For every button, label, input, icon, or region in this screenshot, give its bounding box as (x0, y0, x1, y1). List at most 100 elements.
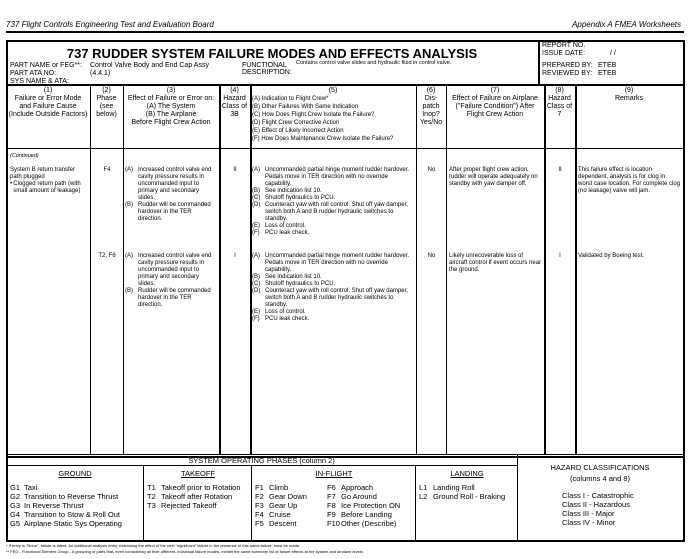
header-left: 737 Flight Controls Engineering Test and… (6, 20, 214, 29)
takeoff-title: TAKEOFF (180, 469, 216, 478)
hazard-list: Class I - Catastrophic Class II - Hazardo… (562, 491, 634, 527)
column-5-item: (F) How Does Maintenance Crew Isolate th… (252, 136, 394, 142)
phase-item: F9 Before Landing (327, 510, 392, 519)
column-5-item: (C) How Does Flight Crew Isolate the Fai… (252, 112, 375, 118)
effect-cell: Likely unrecoverable loss of aircraft co… (449, 253, 542, 273)
column-5-item: (D) Flight Crew Corrective Action (252, 120, 340, 126)
landing-title: LANDING (450, 469, 484, 478)
failure-cause: • Clogged return path (with small amount … (10, 181, 81, 194)
list-item: (D) Counteract yaw with roll control. Shu… (252, 202, 408, 222)
hazard8-cell: I (559, 253, 561, 259)
column-header-2: (2) Phase (see below) (96, 87, 117, 118)
footnotes: * If entry is "None", failure is latent.… (6, 543, 364, 555)
page-title: 737 RUDDER SYSTEM FAILURE MODES AND EFFE… (66, 46, 478, 61)
phase-item: F3 Gear Up (255, 501, 298, 510)
column-5-item: (E) Effect of Likely Incorrect Action (252, 128, 344, 134)
phase-item: G1 Taxi (10, 483, 38, 492)
footnote-1: * If entry is "None", failure is latent.… (6, 543, 301, 548)
remarks-cell: Validated by Boeing test. (578, 253, 644, 259)
list-item: (B) See indication list 10. (252, 274, 322, 280)
phase-ground: GROUND G1 Taxi G2 Transition to Reverse Thru… (10, 469, 140, 528)
phase-item: G2 Transition to Reverse Thrust (10, 492, 119, 501)
list-item: (B) See indication list 10. (252, 188, 322, 194)
hazard-class: Class IV - Minor (562, 518, 616, 527)
issue-date-label: ISSUE DATE: (542, 50, 586, 57)
footnote-2: ** FEG - Functional Element Group - A gr… (6, 549, 364, 554)
prepared-by-label: PREPARED BY: (542, 62, 593, 69)
list-item: (E) Loss of control. (252, 223, 306, 229)
functional-description: Contains control valve slides and hydrau… (296, 60, 452, 66)
phase-item: G3 In Reverse Thrust (10, 501, 84, 510)
list-item: (E) Loss of control. (252, 309, 306, 315)
reviewed-by-label: REVIEWED BY: (542, 70, 593, 77)
hazard-class: Class III - Major (562, 509, 615, 518)
hazard-class: Class II - Hazardous (562, 500, 630, 509)
functional-label: FUNCTIONAL DESCRIPTION: (242, 62, 292, 76)
list-item: (A) Increased control valve end cavity pr… (125, 253, 212, 287)
hazard8-cell: II (558, 167, 562, 173)
inflight-title: IN-FLIGHT (315, 469, 353, 478)
reviewed-by: ETEB (598, 70, 617, 77)
column-header-9: (9) Remarks (614, 87, 643, 102)
report-no: REPORT NO. (542, 42, 586, 49)
phase-cell: T2, F6 (98, 253, 116, 259)
effect-cell: After proper flight crew action, rudder … (449, 167, 538, 187)
header-right: Appendix A FMEA Worksheets (572, 20, 681, 29)
phase-item: T3 Rejected Takeoff (147, 501, 217, 510)
hazard-title: HAZARD CLASSIFICATIONS (550, 463, 650, 472)
phase-item: L1 Landing Roll (419, 483, 475, 492)
list-item: (A) Uncommanded partial hinge moment rudd… (252, 167, 410, 187)
phase-takeoff: TAKEOFF T1 Takeoff prior to Rotation T2 Take… (147, 469, 249, 510)
column-header-5: (5) (328, 87, 338, 94)
remarks-cell: This failure effect is location dependen… (578, 167, 681, 194)
sys-name-label: SYS NAME & ATA: (10, 78, 69, 85)
part-name-label: PART NAME or FEG**: (10, 62, 82, 69)
column-5-item: (A) Indication to Flight Crew* (252, 96, 329, 102)
part-ata: (4.4.1) (90, 70, 111, 77)
column-header-8: (8) Hazard Class of 7 (546, 87, 573, 118)
phase-item: G4 Transition to Stow & Roll Out (10, 510, 121, 519)
hazard-class: Class I - Catastrophic (562, 491, 634, 500)
phases-title: SYSTEM OPERATING PHASES (column 2) (188, 456, 335, 465)
column-header-4: (4) Hazard Class of 3B (221, 87, 248, 118)
part-name: Control Valve Body and End Cap Assy (90, 62, 209, 69)
phase-inflight: IN-FLIGHT F1 Climb F2 Gear Down F3 Gear Up F4 Cr… (255, 469, 413, 528)
phase-item: L2 Ground Roll - Braking (419, 492, 506, 501)
phases-section (6, 454, 685, 542)
dispatch-cell: No (427, 167, 436, 173)
column-header-3: (3) Effect of Failure or Error on: (A) T… (127, 87, 215, 126)
column-header-7: (7) Effect of Failure on Airplane ("Fail… (452, 87, 538, 118)
ground-title: GROUND (58, 469, 92, 478)
phase-cell: F4 (103, 167, 111, 173)
phase-item: F10Other (Describe) (327, 519, 397, 528)
phase-item: T2 Takeoff after Rotation (147, 492, 233, 501)
worksheet-table (6, 40, 685, 458)
column-header-6: (6) Dis-patch Inop? Yes/No (419, 87, 443, 126)
list-item: (A) Uncommanded partial hinge moment rudd… (252, 253, 410, 273)
column-5-items: (A) Indication to Flight Crew* (B) Other … (252, 95, 393, 143)
phase-item: F5 Descent (255, 519, 297, 528)
continued-label: (Continued) (10, 153, 39, 159)
dispatch-cell: No (427, 253, 436, 259)
hazard-subtitle: (columns 4 and 8) (569, 474, 631, 483)
column-header-1: (1) Failure or Error Mode and Failure Ca… (8, 87, 88, 118)
list-item: (D) Counteract yaw with roll control. Shu… (252, 288, 408, 308)
list-item: (B) Rudder will be commanded hardover in … (125, 202, 211, 222)
hazard-cell: II (233, 167, 237, 173)
list-item: (F) PCU leak check. (252, 316, 310, 322)
list-item: (A) Increased control valve end cavity pr… (125, 167, 212, 201)
hazard-cell: I (234, 253, 236, 259)
list-item: (F) PCU leak check. (252, 230, 310, 236)
list-item: (B) Rudder will be commanded hardover in … (125, 288, 211, 308)
failure-mode: System B return transfer path plugged (10, 167, 76, 180)
prepared-by: ETEB (598, 62, 617, 69)
phase-item: G5 Airplane Static Sys Operating (10, 519, 122, 528)
list-item: (C) Shutoff hydraulics to PCU. (252, 195, 336, 201)
issue-date: / / (610, 50, 616, 57)
phase-landing: LANDING L1 Landing Roll L2 Ground Roll - Bra… (419, 469, 515, 501)
phase-item: T1 Takeoff prior to Rotation (147, 483, 241, 492)
phase-item: F2 Gear Down (255, 492, 307, 501)
phase-item: F8 Ice Protection ON (327, 501, 401, 510)
part-ata-label: PART ATA NO: (10, 70, 57, 77)
